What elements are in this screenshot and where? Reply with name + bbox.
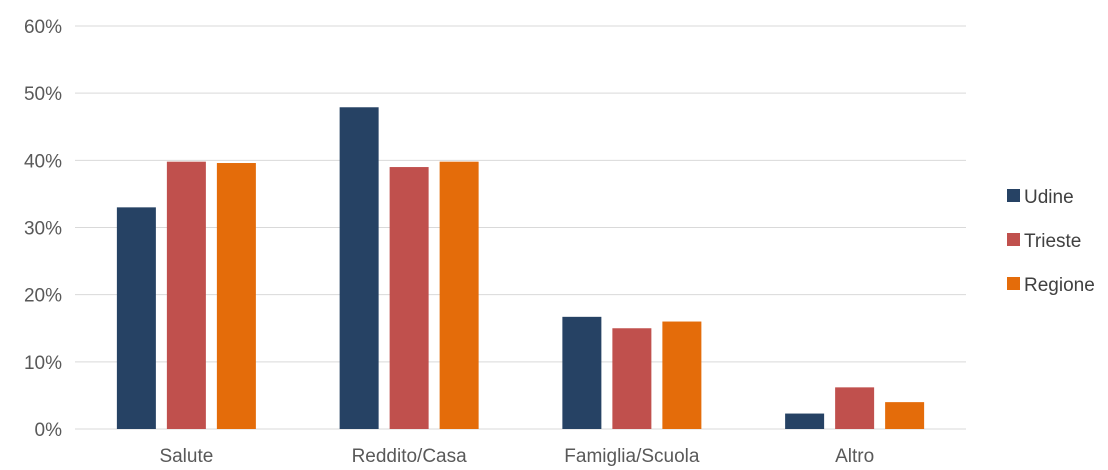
y-tick-label: 10% <box>24 353 62 374</box>
y-tick-label: 60% <box>24 17 62 38</box>
legend-swatch <box>1007 277 1020 290</box>
bar-trieste <box>166 161 206 429</box>
bar-udine <box>785 413 825 429</box>
y-tick-label: 40% <box>24 151 62 172</box>
legend-label: Trieste <box>1024 231 1081 252</box>
x-tick-label: Famiglia/Scuola <box>564 446 700 467</box>
bar-udine <box>116 207 156 429</box>
x-tick-label: Altro <box>835 446 874 467</box>
x-tick-label: Reddito/Casa <box>352 446 468 467</box>
legend-label: Regione <box>1024 275 1095 296</box>
bar-trieste <box>835 387 875 429</box>
legend-label: Udine <box>1024 187 1074 208</box>
y-tick-label: 0% <box>35 420 63 441</box>
legend-swatch <box>1007 233 1020 246</box>
bar-udine <box>339 107 379 429</box>
bar-regione <box>885 402 925 429</box>
bar-trieste <box>389 167 429 430</box>
bar-regione <box>439 161 479 429</box>
y-tick-label: 30% <box>24 219 62 240</box>
bar-trieste <box>612 328 652 429</box>
bar-regione <box>216 163 256 429</box>
legend-swatch <box>1007 189 1020 202</box>
bar-regione <box>662 321 702 429</box>
y-tick-label: 50% <box>24 84 62 105</box>
x-tick-label: Salute <box>159 446 213 467</box>
y-tick-label: 20% <box>24 286 62 307</box>
bar-udine <box>562 316 602 429</box>
